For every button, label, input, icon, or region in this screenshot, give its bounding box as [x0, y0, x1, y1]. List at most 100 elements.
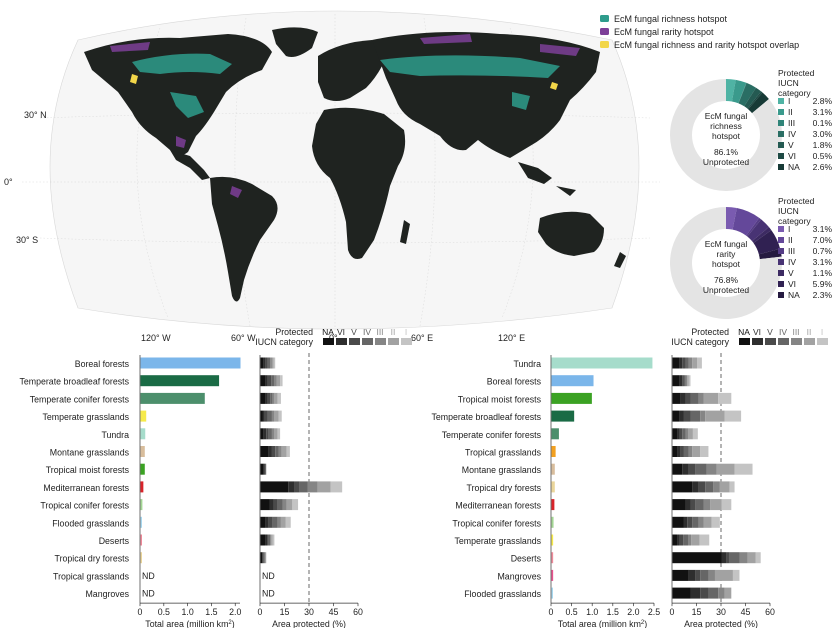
protected-segment-II: [271, 534, 273, 546]
protected-segment-II: [274, 392, 278, 404]
protected-segment-NA: [672, 410, 680, 422]
protected-legend-swatch: [323, 338, 334, 345]
biome-label: Tropical moist forests: [46, 465, 130, 475]
area-bar: [140, 375, 220, 387]
donut-legend-value: 2.3%: [813, 290, 832, 300]
protected-legend-swatch: [388, 338, 399, 345]
donut-legend-title: category: [778, 216, 811, 226]
lat-label-30n: 30° N: [24, 110, 47, 120]
richness-hotspots: [132, 53, 560, 118]
area-bar: [140, 357, 241, 369]
donut-center-label: richness: [710, 121, 742, 131]
protected-segment-VI: [265, 375, 268, 387]
protected-legend-category: NA: [738, 327, 750, 337]
area-axis-title: Total area (million km2): [145, 619, 234, 628]
donut-legend-value: 2.8%: [813, 96, 832, 106]
protected-segment-III: [272, 392, 275, 404]
donut-legend-swatch: [778, 248, 784, 254]
protected-segment-NA: [260, 552, 263, 564]
protected-segment-II: [274, 428, 278, 440]
protected-segment-VI: [269, 499, 274, 511]
protected-segment-I: [285, 516, 291, 528]
protected-segment-III: [271, 428, 275, 440]
protected-segment-II: [317, 481, 331, 493]
protected-tick-label: 60: [765, 607, 775, 617]
donut-slice-I: [726, 207, 737, 230]
protected-segment-V: [680, 446, 684, 457]
protected-segment-III: [703, 499, 711, 511]
protected-segment-V: [687, 516, 693, 528]
protected-segment-IV: [705, 481, 714, 493]
area-bar: [140, 499, 143, 511]
protected-segment-II: [687, 375, 689, 387]
protected-segment-V: [685, 392, 691, 404]
legend-swatch-richness: [600, 15, 609, 22]
protected-tick-label: 60: [353, 607, 363, 617]
donut-slice-VI: [747, 91, 763, 110]
area-bar: [551, 375, 594, 387]
donut-slice-NA: [748, 92, 769, 114]
protected-legend-category: VI: [337, 327, 345, 337]
protected-segment-VI: [683, 516, 688, 528]
protected-segment-IV: [271, 375, 275, 387]
protected-segment-V: [679, 428, 683, 440]
protected-segment-NA: [260, 463, 264, 475]
area-bar: [551, 587, 553, 599]
legend-label-richness: EcM fungal richness hotspot: [614, 14, 728, 24]
donut-center-label: rarity: [717, 249, 737, 259]
protected-legend-category: I: [821, 327, 823, 337]
donut-legend-category: III: [788, 246, 795, 256]
protected-segment-I: [711, 516, 720, 528]
protected-segment-V: [688, 463, 696, 475]
biome-label: Tropical moist forests: [458, 394, 542, 404]
lon-label-120w: 120° W: [141, 333, 171, 343]
donut-legend-title: IUCN: [778, 78, 799, 88]
area-bar: [140, 534, 142, 546]
donut-legend-swatch: [778, 226, 784, 232]
biome-label: Tropical grasslands: [465, 448, 542, 458]
lon-label-120e: 120° E: [498, 333, 525, 343]
protected-segment-II: [703, 516, 712, 528]
biome-label: Mediterranean forests: [455, 501, 541, 511]
protected-segment-V: [264, 410, 268, 422]
biome-label: Temperate grasslands: [42, 412, 129, 422]
donut-slice-IV: [738, 82, 757, 107]
area-tick-label: 0.5: [565, 607, 577, 617]
area-nd-label: ND: [142, 571, 155, 581]
area-bar: [551, 392, 592, 404]
greenland: [272, 27, 318, 57]
donut-unprotected-label: Unprotected: [703, 285, 750, 295]
area-bar: [551, 357, 653, 369]
protected-segment-V: [267, 375, 272, 387]
protected-segment-II: [688, 428, 693, 440]
protected-segment-V: [264, 463, 266, 475]
protected-segment-I: [721, 499, 732, 511]
overlap-hotspots: [130, 74, 558, 90]
area-bar: [551, 428, 559, 440]
protected-segment-I: [277, 428, 281, 440]
donut-legend-swatch: [778, 292, 784, 298]
protected-segment-NA: [672, 516, 684, 528]
donut-legend-category: II: [788, 235, 793, 245]
protected-segment-VI: [677, 534, 680, 546]
donut-legend-category: V: [788, 140, 794, 150]
protected-legend-category: III: [376, 327, 383, 337]
biome-label: Temperate broadleaf forests: [431, 412, 541, 422]
protected-segment-I: [286, 446, 290, 457]
protected-segment-IV: [685, 357, 689, 369]
area-bar: [140, 552, 142, 564]
protected-segment-VI: [265, 392, 268, 404]
protected-segment-I: [278, 410, 282, 422]
protected-segment-IV: [263, 552, 265, 564]
protected-segment-VI: [677, 446, 681, 457]
protected-segment-VI: [262, 410, 265, 422]
protected-segment-I: [272, 534, 275, 546]
donut-legend-swatch: [778, 281, 784, 287]
protected-segment-IV: [268, 428, 272, 440]
protected-legend-swatch: [401, 338, 412, 345]
protected-segment-VI: [263, 463, 265, 475]
donut-slice-VI: [753, 230, 781, 255]
